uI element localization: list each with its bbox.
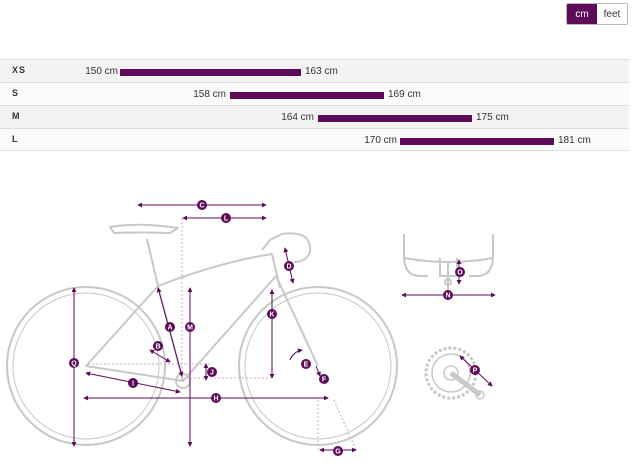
range-min: 170 cm	[364, 135, 397, 146]
svg-text:N: N	[445, 293, 450, 300]
dim-badge-a: A	[165, 322, 175, 332]
bike-geometry-diagram: C L D A M K B Q E J F I H G O N P	[6, 200, 496, 456]
unit-cm-button[interactable]: cm	[567, 4, 597, 24]
range-bar	[400, 138, 554, 145]
dim-badge-i: I	[128, 378, 138, 388]
size-label: S	[12, 88, 20, 98]
dimension-badges: C L D A M K B Q E J F I H G O N P	[69, 200, 480, 456]
dim-badge-d: D	[284, 261, 294, 271]
size-row-m: M 164 cm 175 cm	[0, 105, 629, 128]
svg-text:B: B	[155, 344, 160, 351]
dim-badge-n: N	[443, 290, 453, 300]
range-min: 164 cm	[281, 112, 314, 123]
range-bar	[318, 115, 472, 122]
svg-text:A: A	[167, 325, 172, 332]
dim-badge-b: B	[153, 341, 163, 351]
dim-badge-f: F	[319, 374, 329, 384]
svg-text:F: F	[322, 377, 327, 384]
dim-badge-m: M	[185, 322, 195, 332]
svg-text:O: O	[457, 270, 463, 277]
svg-text:H: H	[213, 396, 218, 403]
range-bar	[120, 69, 301, 76]
dim-badge-e: E	[301, 359, 311, 369]
dim-badge-q: Q	[69, 358, 79, 368]
dim-badge-o: O	[455, 267, 465, 277]
dim-badge-c: C	[197, 200, 207, 210]
svg-text:M: M	[187, 325, 193, 332]
svg-text:G: G	[335, 449, 341, 456]
size-row-s: S 158 cm 169 cm	[0, 82, 629, 105]
range-bar	[230, 92, 384, 99]
size-row-xs: XS 150 cm 163 cm	[0, 59, 629, 82]
size-label: L	[12, 134, 19, 144]
dim-badge-k: K	[267, 309, 277, 319]
dim-badge-h: H	[211, 393, 221, 403]
svg-text:C: C	[199, 203, 204, 210]
range-min: 150 cm	[85, 66, 118, 77]
unit-feet-button[interactable]: feet	[597, 4, 627, 24]
svg-text:I: I	[132, 381, 134, 388]
dim-badge-g: G	[333, 446, 343, 456]
range-max: 175 cm	[476, 112, 509, 123]
size-row-l: L 170 cm 181 cm	[0, 128, 629, 151]
svg-text:E: E	[304, 362, 309, 369]
unit-toggle: cm feet	[566, 3, 628, 25]
range-max: 181 cm	[558, 135, 591, 146]
dim-badge-p: P	[470, 365, 480, 375]
range-max: 163 cm	[305, 66, 338, 77]
svg-text:P: P	[473, 368, 478, 375]
range-min: 158 cm	[193, 89, 226, 100]
svg-text:Q: Q	[71, 361, 77, 368]
size-label: M	[12, 111, 21, 121]
svg-text:D: D	[286, 264, 291, 271]
dim-badge-l: L	[221, 213, 231, 223]
svg-text:L: L	[224, 216, 229, 223]
svg-text:J: J	[210, 370, 214, 377]
range-max: 169 cm	[388, 89, 421, 100]
svg-text:K: K	[269, 312, 274, 319]
size-label: XS	[12, 65, 27, 75]
dim-badge-j: J	[207, 367, 217, 377]
handlebar-icon	[403, 234, 494, 290]
dimension-lines	[71, 202, 496, 453]
size-range-table: XS 150 cm 163 cm S 158 cm 169 cm M 164 c…	[0, 59, 629, 151]
